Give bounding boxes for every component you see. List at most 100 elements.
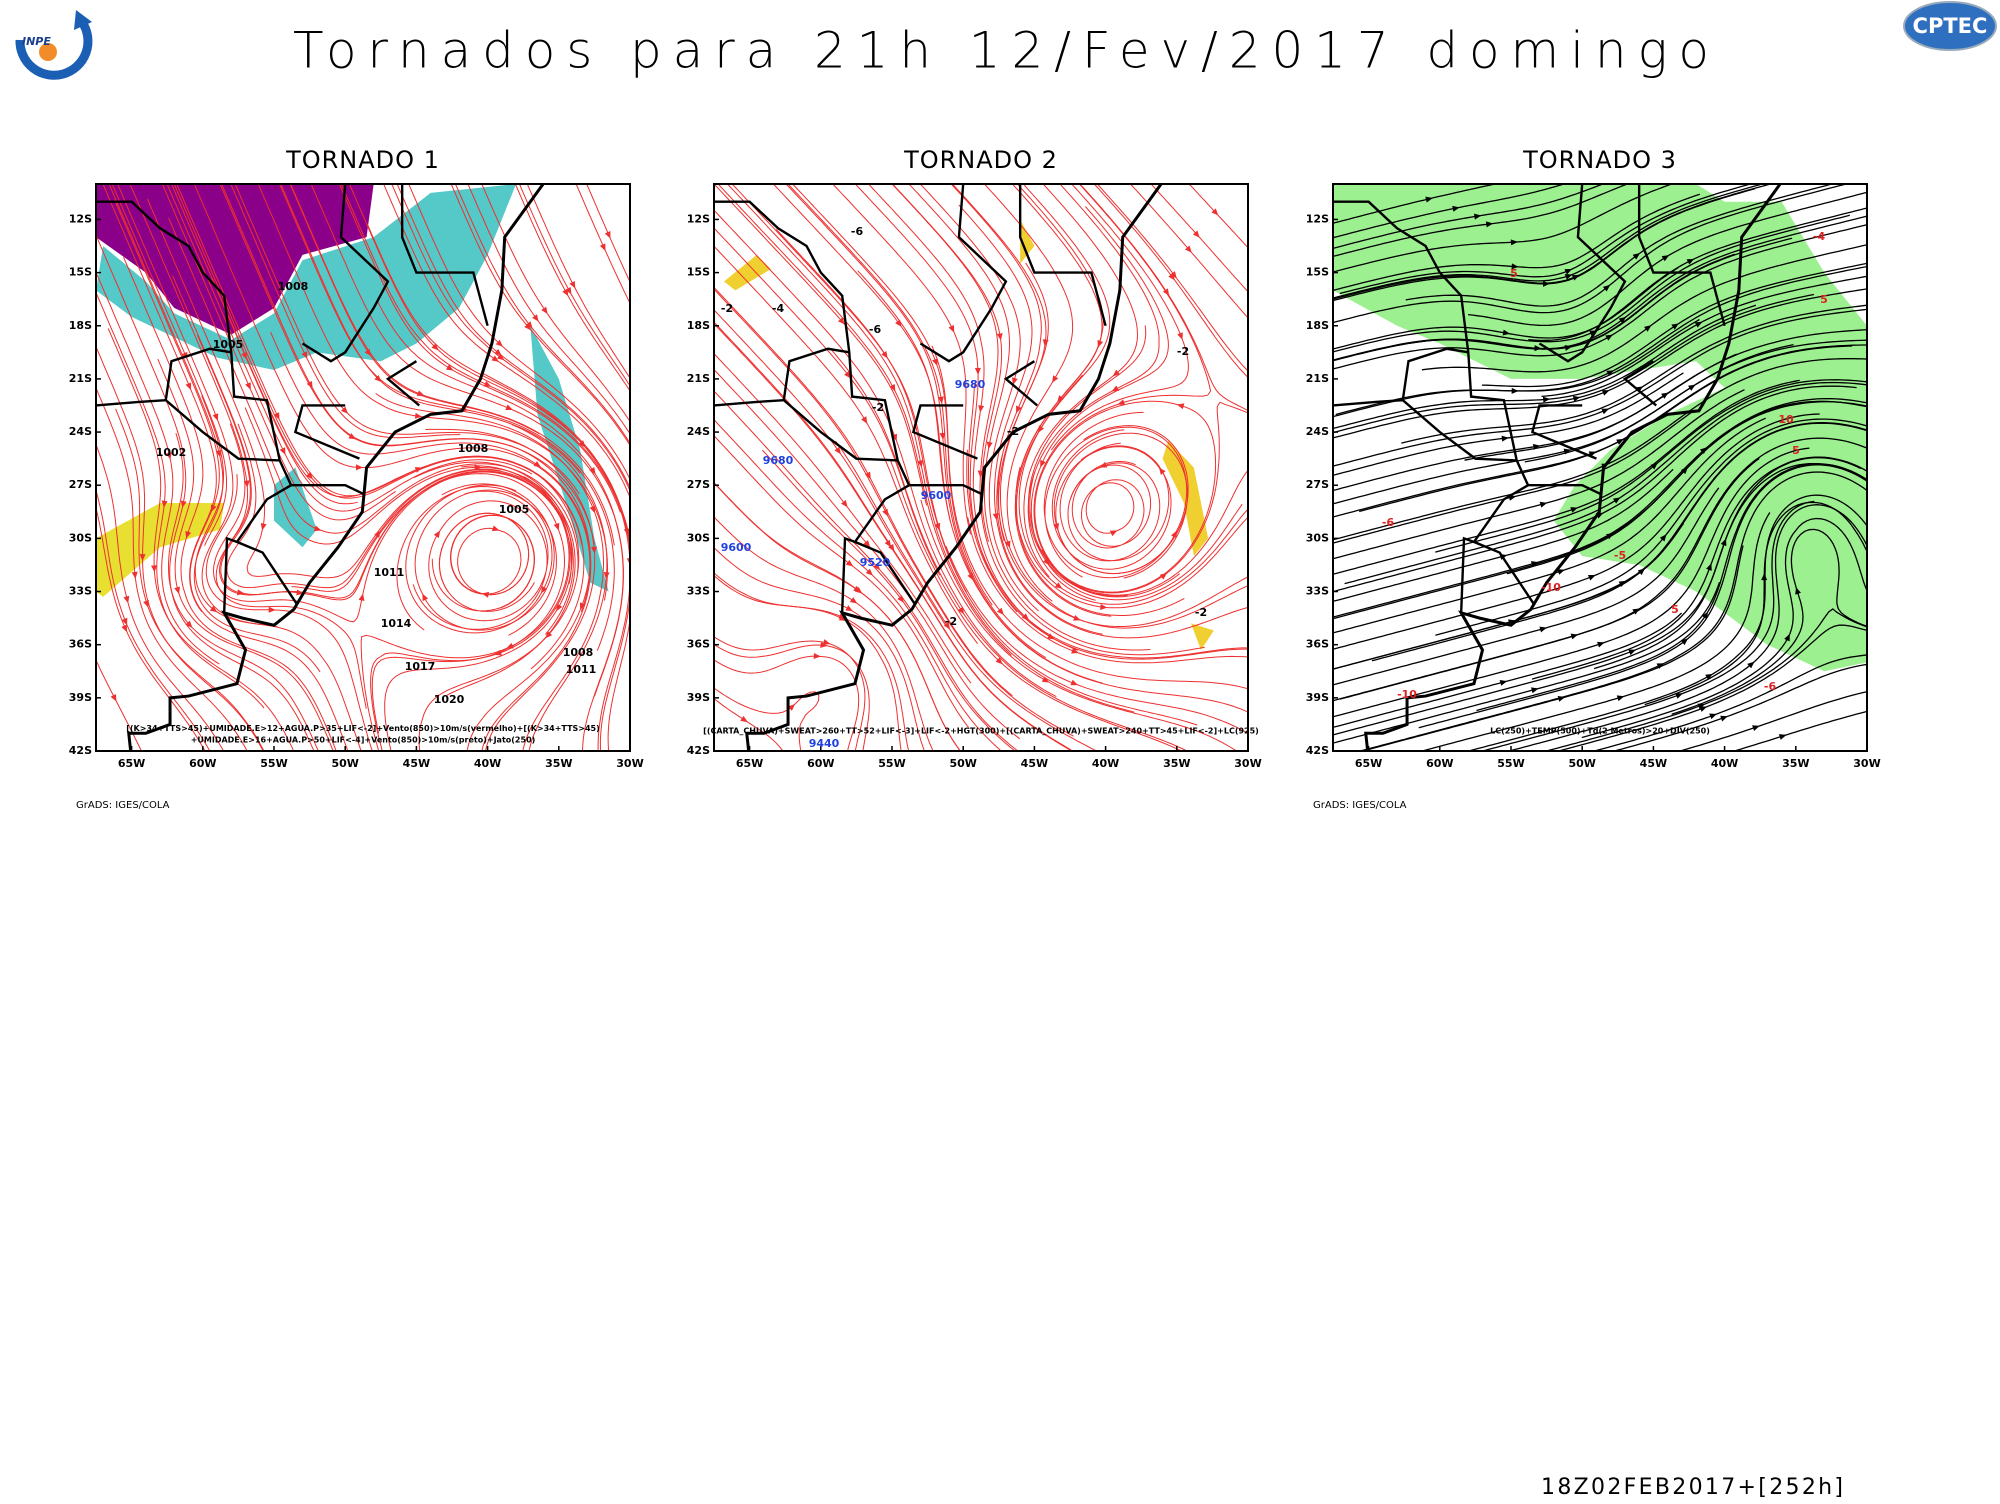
contour-label: -2 xyxy=(1195,606,1207,619)
contour-label: 10 xyxy=(1778,413,1794,426)
flow-arrow xyxy=(740,715,748,723)
contour-label: -2 xyxy=(945,615,957,628)
lon-label: 30W xyxy=(1234,757,1261,770)
lat-label: 33S xyxy=(687,585,710,598)
streamline xyxy=(1333,184,1566,239)
lat-label: 18S xyxy=(1306,319,1329,332)
flow-arrow xyxy=(433,530,441,539)
flow-arrow xyxy=(1601,408,1610,415)
streamline xyxy=(113,199,349,751)
border xyxy=(1459,536,1475,613)
streamline xyxy=(891,184,1205,656)
flow-arrow xyxy=(1706,563,1712,571)
border xyxy=(1003,360,1039,407)
shaded-area xyxy=(1333,184,1867,672)
contour-label: 1002 xyxy=(156,446,187,459)
border xyxy=(400,184,489,327)
lon-label: 50W xyxy=(949,757,976,770)
flow-arrow xyxy=(861,416,868,424)
border xyxy=(911,404,978,460)
border xyxy=(909,484,983,496)
flow-arrow xyxy=(888,543,895,552)
streamline xyxy=(511,424,608,751)
cptec-logo: CPTEC xyxy=(1903,1,1997,51)
border xyxy=(1637,184,1726,327)
contour-label: 9680 xyxy=(763,454,794,467)
flow-arrow xyxy=(1425,196,1433,203)
flow-arrow xyxy=(978,405,985,413)
flow-arrow xyxy=(822,639,831,645)
title: Tornados para 21h 12/Fev/2017 domingo xyxy=(293,22,1709,80)
streamline xyxy=(1018,374,1248,605)
flow-arrow xyxy=(305,472,313,480)
lat-label: 15S xyxy=(69,266,92,279)
streamline xyxy=(1421,244,1867,373)
logo-left: INPE xyxy=(22,35,51,48)
streamline xyxy=(244,407,576,696)
streamline xyxy=(1333,417,1766,634)
border xyxy=(1333,200,1535,605)
border xyxy=(96,200,298,605)
flow-arrow xyxy=(604,231,611,239)
streamline xyxy=(396,184,630,490)
lat-label: 33S xyxy=(1306,585,1329,598)
contour-label: -2 xyxy=(1007,425,1019,438)
shaded-area xyxy=(530,325,609,592)
streamline xyxy=(96,443,225,751)
flow-arrow xyxy=(934,522,941,531)
logo-right: CPTEC xyxy=(1913,14,1988,38)
flow-arrow xyxy=(1097,340,1104,348)
streamline xyxy=(194,395,362,751)
streamline xyxy=(727,184,1135,713)
flow-arrow xyxy=(849,597,858,604)
flow-arrow xyxy=(174,586,180,595)
flow-arrow xyxy=(1699,447,1708,455)
panel-caption: [(K>34+TTS>45)+UMIDADE.E>12+AGUA.P>35+LI… xyxy=(126,724,600,733)
flow-arrow xyxy=(1177,332,1183,340)
contour-label: -6 xyxy=(851,225,864,238)
flow-arrow xyxy=(505,404,513,411)
flow-arrow xyxy=(273,412,280,420)
flow-arrow xyxy=(1637,568,1646,576)
border xyxy=(1530,404,1597,460)
flow-arrow xyxy=(1628,649,1636,656)
footer: 18Z02FEB2017+[252h] xyxy=(1541,1475,1843,1500)
flow-arrow xyxy=(882,508,889,517)
flow-arrow xyxy=(532,314,539,322)
flow-arrow xyxy=(185,530,192,539)
contour-label: 9520 xyxy=(860,556,891,569)
flow-arrow xyxy=(1534,345,1542,352)
flow-arrow xyxy=(974,367,981,375)
flow-arrow xyxy=(556,603,563,612)
border xyxy=(714,200,916,605)
lon-label: 45W xyxy=(403,757,430,770)
flow-arrow xyxy=(414,467,423,473)
lat-label: 42S xyxy=(1306,744,1329,757)
panel-credit: GrADS: IGES/COLA xyxy=(76,800,170,811)
flow-arrow xyxy=(1618,316,1627,324)
flow-arrow xyxy=(491,525,500,532)
panel-caption: LC(250)+TEMP(500)+Td(2 Metros)>20+DIV(25… xyxy=(1490,726,1710,735)
flow-arrow xyxy=(212,413,219,421)
flow-arrow xyxy=(533,460,541,468)
flow-arrow xyxy=(948,325,955,333)
flow-arrow xyxy=(1539,626,1547,633)
flow-arrow xyxy=(1709,713,1717,720)
panel-title: TORNADO 1 xyxy=(285,146,440,174)
flow-arrow xyxy=(884,539,892,548)
flow-arrow xyxy=(414,412,423,419)
flow-arrow xyxy=(1531,687,1539,694)
contour-label: -6 xyxy=(1764,680,1777,693)
flow-arrow xyxy=(1041,676,1050,683)
panel-caption: [(CARTA_CHUVA)+SWEAT>260+TT>52+LIF<-3]+L… xyxy=(703,726,1259,735)
coastline xyxy=(1364,184,1782,751)
streamline xyxy=(280,184,581,474)
streamline xyxy=(481,184,630,423)
lon-label: 50W xyxy=(1568,757,1595,770)
flow-arrow xyxy=(1564,269,1573,275)
streamline xyxy=(219,184,595,545)
flow-arrow xyxy=(1111,385,1120,392)
lon-label: 65W xyxy=(118,757,145,770)
flow-arrow xyxy=(185,620,193,628)
flow-arrow xyxy=(986,441,993,450)
